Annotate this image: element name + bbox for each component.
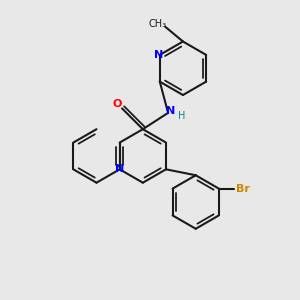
Text: O: O (113, 99, 122, 109)
Text: CH₃: CH₃ (148, 19, 167, 29)
Text: Br: Br (236, 184, 250, 194)
Text: N: N (115, 164, 124, 174)
Text: N: N (167, 106, 176, 116)
Text: N: N (154, 50, 163, 60)
Text: H: H (178, 111, 185, 121)
